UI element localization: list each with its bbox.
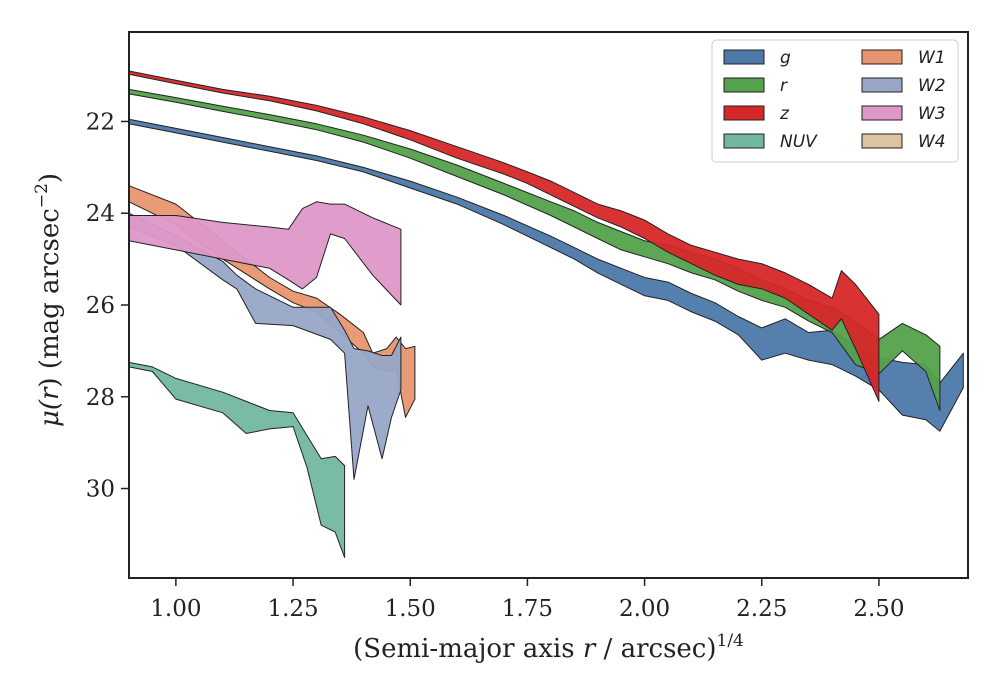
y-axis-ticks: 22 24 26 28 30 <box>86 109 129 503</box>
y-axis-label-close: ) <box>35 173 65 183</box>
y-tick-label: 26 <box>86 293 115 319</box>
legend-label-w1: W1 <box>918 48 946 68</box>
legend-label-w2: W2 <box>918 76 946 96</box>
data-bands <box>128 70 964 558</box>
y-tick-label: 24 <box>86 201 115 227</box>
x-axis-label: (Semi-major axis r / arcsec)1/4 <box>353 631 744 664</box>
y-axis-label-sup: −2 <box>32 183 52 208</box>
legend-swatch-w4 <box>861 133 903 149</box>
y-tick-label: 28 <box>86 385 115 411</box>
legend-label-nuv: NUV <box>780 132 818 152</box>
x-tick-label: 1.50 <box>385 596 436 622</box>
x-axis-label-pre: (Semi-major axis <box>353 634 583 664</box>
x-axis-label-var: r <box>583 634 597 664</box>
x-tick-label: 1.25 <box>267 596 318 622</box>
legend-swatch-w3 <box>861 105 903 121</box>
legend-box <box>711 39 959 163</box>
legend: grz NUV W1 W2 W3 W4 <box>711 39 959 163</box>
band-z <box>128 70 880 402</box>
legend-swatch-g <box>723 49 765 65</box>
y-axis-label: μ(r) (mag arcsec−2) <box>32 173 65 427</box>
x-tick-label: 2.50 <box>853 596 904 622</box>
band-w3 <box>128 201 402 306</box>
band-r <box>128 88 941 411</box>
legend-label-w4: W4 <box>918 132 946 152</box>
x-tick-label: 1.00 <box>150 596 201 622</box>
band-g <box>128 118 964 432</box>
y-axis-label-mu: μ( <box>35 399 65 427</box>
x-tick-label: 2.00 <box>619 596 670 622</box>
x-axis-ticks: 1.00 1.25 1.50 1.75 2.00 2.25 2.50 <box>150 578 905 622</box>
legend-swatch-r <box>723 77 765 93</box>
y-axis-label-post: ) (mag arcsec <box>35 208 65 387</box>
x-axis-label-post: / arcsec) <box>595 634 716 664</box>
x-tick-label: 2.25 <box>736 596 787 622</box>
band-w1 <box>128 185 416 418</box>
x-tick-label: 1.75 <box>502 596 553 622</box>
legend-label-z: z <box>779 104 790 124</box>
legend-swatch-nuv <box>723 133 765 149</box>
y-tick-label: 22 <box>86 109 115 135</box>
band-nuv <box>128 361 346 558</box>
legend-swatch-w2 <box>861 77 903 93</box>
y-tick-label: 30 <box>86 477 115 503</box>
legend-swatch-w1 <box>861 49 903 65</box>
legend-label-w3: W3 <box>918 104 946 124</box>
legend-swatch-z <box>723 105 765 121</box>
legend-label-g: g <box>780 48 791 68</box>
legend-label-r: r <box>780 76 788 96</box>
band-w2 <box>128 212 402 480</box>
x-axis-label-sup: 1/4 <box>717 631 744 651</box>
y-axis-label-var: r <box>35 386 65 400</box>
